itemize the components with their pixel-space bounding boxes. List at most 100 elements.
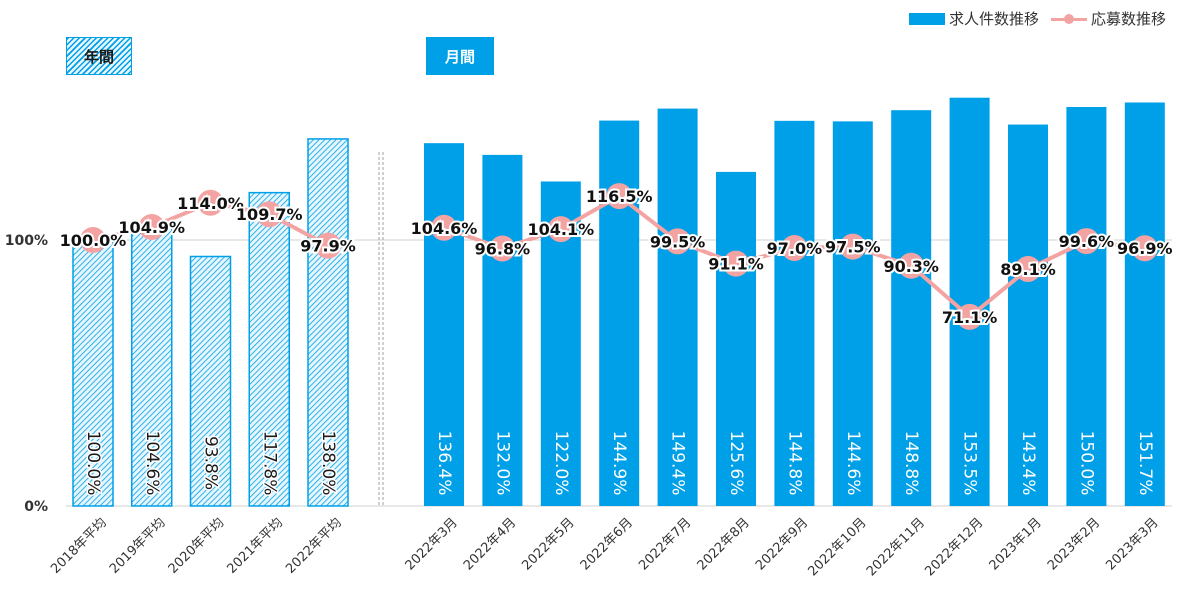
x-tick-label: 2019年平均 [107,515,169,577]
line-point [839,233,866,260]
line-value-label: 96.9% [1117,239,1173,258]
bar [1066,107,1107,506]
x-tick-label: 2022年8月 [695,515,753,573]
line-value-label: 104.6% [411,219,478,238]
monthly-tag: 月間 [426,37,494,75]
bar-value-label: 93.8% [201,436,221,490]
x-tick-label: 2022年7月 [636,515,694,573]
line-point [256,201,283,228]
x-tick-label: 2018年平均 [48,515,110,577]
line-point [315,232,341,259]
x-tick-label: 2022年3月 [403,515,461,573]
line-point [664,228,691,255]
bar [1008,124,1048,506]
legend-item-line: 応募数推移 [1050,8,1166,29]
line-point [723,250,749,277]
bar-value-label: 144.6% [843,431,863,496]
bar-value-label: 148.8% [901,431,921,496]
x-tick-label: 2022年5月 [519,515,577,573]
legend-swatch-line [1050,13,1087,25]
line-point [898,252,925,279]
line-point [489,235,516,262]
bar [949,97,990,506]
line-point [197,189,224,216]
bar [716,171,756,507]
bar-value-label: 144.8% [784,431,804,496]
legend-label-bar: 求人件数推移 [948,10,1039,28]
x-tick-label: 2023年2月 [1045,515,1103,573]
bar [307,138,349,507]
x-tick-label: 2021年平均 [224,515,286,577]
line-point [956,303,983,330]
x-tick-label: 2022年4月 [461,515,519,573]
x-tick-label: 2022年6月 [578,515,636,573]
line-point [80,227,106,253]
bar [657,108,698,506]
bar-value-label: 122.0% [551,431,571,496]
chart-legend: 求人件数推移 応募数推移 [908,8,1166,29]
line-value-label: 96.8% [475,240,531,259]
bar [832,121,873,506]
bar-value-label: 151.7% [1135,431,1155,496]
line-value-label: 99.5% [650,232,706,251]
bar [72,239,114,507]
legend-label-line: 応募数推移 [1090,10,1166,28]
line-point [606,183,633,210]
line-value-label: 97.0% [767,239,823,258]
line-value-label: 114.0% [177,194,244,213]
y-tick-label: 100% [5,233,48,249]
x-tick-label: 2023年3月 [1103,515,1161,573]
line-value-label: 71.1% [942,308,998,327]
bar [1124,102,1165,506]
line-point [431,214,457,241]
line-value-label: 100.0% [60,231,127,250]
x-tick-label: 2022年11月 [864,515,928,579]
line-value-label: 89.1% [1000,260,1056,279]
line-point [547,216,574,243]
bar [774,120,815,506]
legend-swatch-bar [908,12,945,25]
annual-tag: 年間 [66,37,132,75]
line-point [1015,255,1041,282]
bar-value-label: 104.6% [142,431,162,496]
line-value-label: 97.9% [300,237,356,256]
bar-value-label: 150.0% [1076,431,1096,496]
bar-value-label: 136.4% [434,431,454,496]
line-value-label: 91.1% [708,255,764,274]
line-value-label: 97.5% [825,238,881,257]
bar-value-label: 125.6% [726,431,746,496]
line-value-label: 99.6% [1059,232,1115,251]
line-value-label: 104.1% [527,220,594,239]
bar [482,154,523,506]
bar-value-label: 117.8% [259,431,279,496]
x-tick-label: 2022年12月 [922,515,986,579]
bar [248,191,290,507]
x-tick-label: 2020年平均 [166,515,228,577]
y-tick-label: 0% [24,499,48,515]
bar-value-label: 138.0% [318,431,338,496]
line-point [1131,235,1158,262]
bar-value-label: 149.4% [668,431,688,496]
bar-value-label: 132.0% [492,431,512,496]
legend-item-bar: 求人件数推移 [908,8,1039,29]
line-point [138,213,165,240]
bar [189,255,232,507]
x-tick-label: 2022年平均 [283,515,345,577]
line-value-label: 90.3% [883,257,939,276]
x-tick-label: 2022年10月 [806,515,870,579]
line-value-label: 109.7% [236,205,303,224]
bar-value-label: 153.5% [960,431,980,496]
x-tick-label: 2022年9月 [753,515,811,573]
line-value-label: 116.5% [586,187,653,206]
bar [131,227,173,507]
line-point [781,234,808,261]
line-value-label: 104.9% [118,218,185,237]
bar-value-label: 100.0% [83,431,103,496]
x-tick-label: 2023年1月 [987,515,1045,573]
bar [424,143,464,506]
bar-value-label: 143.4% [1018,431,1038,496]
line-point [1073,228,1100,255]
bar [891,110,932,506]
bar-value-label: 144.9% [609,431,629,496]
